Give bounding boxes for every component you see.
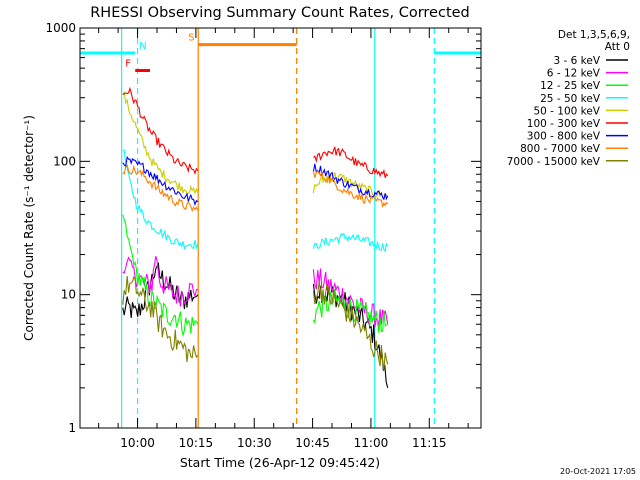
series-line-50-100-kev-1 (122, 91, 199, 195)
series-line-25-50-kev-2 (312, 232, 389, 253)
legend-label-3-6-kev: 3 - 6 keV (553, 55, 600, 67)
series-line-12-25-kev-1 (122, 214, 199, 338)
series-line-12-25-kev-2 (312, 289, 389, 333)
chart-title: RHESSI Observing Summary Count Rates, Co… (90, 5, 470, 21)
series-line-100-300-kev-1 (122, 86, 199, 176)
series-line-25-50-kev-1 (122, 149, 199, 251)
legend-label-7000-15000-kev: 7000 - 15000 keV (507, 156, 601, 168)
x-axis: 10:00 10:15 10:30 10:45 11:00 11:15 (98, 28, 469, 450)
x-tick-label-10-45: 10:45 (295, 436, 330, 450)
series-800-7000-kev (122, 164, 389, 213)
y-tick-label-1: 1 (68, 421, 76, 435)
series-line-100-300-kev-2 (313, 146, 389, 178)
y-axis: 1 10 100 1000 (45, 21, 481, 435)
legend-label-100-300-kev: 100 - 300 keV (527, 118, 601, 130)
series-300-800-kev (122, 155, 389, 206)
footer-date: 20-Oct-2021 17:05 (560, 467, 636, 476)
series-line-6-12-kev-2 (312, 268, 389, 328)
y-tick-label-1000: 1000 (45, 21, 76, 35)
flag-label-s: S (188, 33, 194, 44)
legend-label-6-12-kev: 6 - 12 keV (547, 68, 601, 80)
series-line-50-100-kev-2 (312, 172, 389, 199)
series-100-300-kev (122, 86, 389, 178)
legend-label-800-7000-kev: 800 - 7000 keV (520, 143, 601, 155)
x-tick-label-11-15: 11:15 (412, 436, 447, 450)
series-12-25-kev (122, 214, 389, 338)
series-line-300-800-kev-2 (312, 163, 389, 201)
series-line-800-7000-kev-2 (312, 170, 389, 208)
flag-label-f: F (125, 59, 131, 70)
y-axis-label: Corrected Count Rate (s⁻¹ detector⁻¹) (22, 115, 36, 341)
x-tick-label-10-30: 10:30 (237, 436, 272, 450)
y-tick-label-100: 100 (53, 154, 76, 168)
legend-label-12-25-kev: 12 - 25 keV (540, 80, 601, 92)
x-tick-label-10-00: 10:00 (120, 436, 155, 450)
series-7000-15000-kev (122, 275, 389, 371)
plot-frame (79, 27, 482, 429)
series-line-300-800-kev-1 (122, 155, 199, 206)
x-tick-label-10-15: 10:15 (179, 436, 214, 450)
legend-header-line-2: Att 0 (605, 41, 630, 53)
legend-header-line-1: Det 1,3,5,6,9, (558, 29, 630, 41)
legend-label-300-800-kev: 300 - 800 keV (527, 131, 601, 143)
plot-area: NF S (80, 28, 481, 428)
series-line-7000-15000-kev-2 (312, 281, 389, 371)
series-line-800-7000-kev-1 (122, 164, 199, 213)
flag-label-n: N (139, 41, 146, 52)
x-axis-label: Start Time (26-Apr-12 09:45:42) (180, 455, 380, 470)
y-tick-label-10: 10 (61, 288, 76, 302)
series-25-50-kev (122, 149, 389, 253)
x-tick-label-11-00: 11:00 (354, 436, 389, 450)
series-line-7000-15000-kev-1 (122, 275, 199, 363)
series-50-100-kev (122, 91, 389, 199)
legend-label-25-50-kev: 25 - 50 keV (540, 93, 601, 105)
series-3-6-kev (122, 261, 389, 389)
legend-label-50-100-kev: 50 - 100 keV (533, 105, 600, 117)
